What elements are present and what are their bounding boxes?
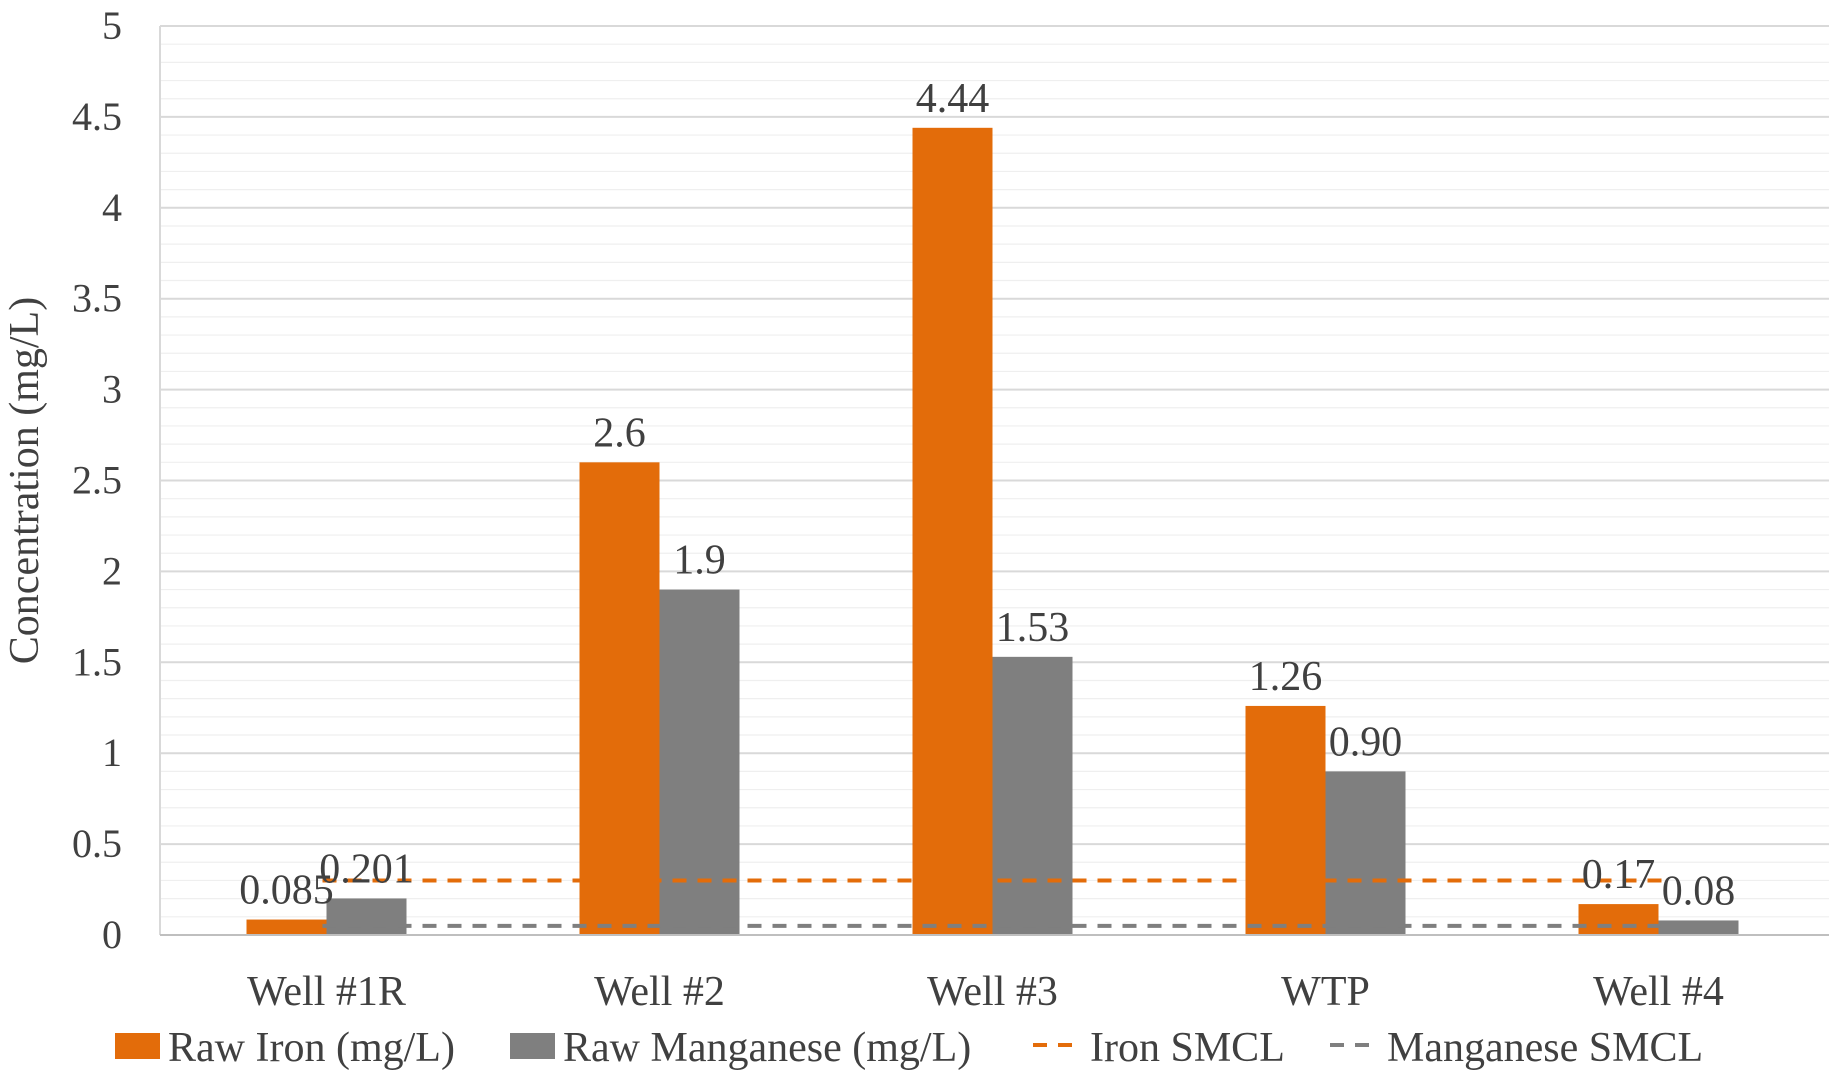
x-category-label: Well #1R: [247, 969, 406, 1015]
data-label: 0.90: [1329, 719, 1403, 765]
bar-raw-manganese-2: [992, 656, 1073, 935]
legend-swatch: [115, 1033, 160, 1059]
y-tick-label: 4: [102, 185, 122, 230]
x-category-label: Well #3: [927, 969, 1058, 1015]
data-label: 0.201: [319, 846, 414, 892]
bar-raw-iron-4: [1578, 904, 1659, 935]
legend: Raw Iron (mg/L) Raw Manganese (mg/L) Iron …: [115, 1025, 1703, 1071]
y-axis-ticks: 0 0.5 1 1.5 2 2.5 3 3.5 4 4.5 5: [72, 3, 122, 957]
bar-raw-iron-1: [579, 462, 660, 935]
data-label: 4.44: [916, 76, 990, 122]
y-tick-label: 3.5: [72, 276, 122, 321]
bar-raw-manganese-4: [1658, 920, 1739, 935]
legend-label: Iron SMCL: [1090, 1025, 1285, 1071]
y-tick-label: 2: [102, 548, 122, 593]
bar-raw-manganese-1: [659, 589, 740, 935]
y-tick-label: 2.5: [72, 458, 122, 503]
legend-label: Manganese SMCL: [1387, 1025, 1703, 1071]
y-axis-title: Concentration (mg/L): [2, 297, 48, 664]
legend-swatch: [510, 1033, 555, 1059]
x-category-label: WTP: [1281, 969, 1370, 1015]
legend-label: Raw Iron (mg/L): [168, 1025, 455, 1071]
x-axis-categories: Well #1R Well #2 Well #3 WTP Well #4: [247, 969, 1724, 1015]
y-tick-label: 1.5: [72, 639, 122, 684]
bar-raw-iron-0: [246, 919, 327, 935]
data-label: 0.085: [239, 868, 334, 914]
y-tick-label: 0: [102, 912, 122, 957]
y-tick-label: 5: [102, 3, 122, 48]
y-tick-label: 4.5: [72, 94, 122, 139]
x-category-label: Well #4: [1593, 969, 1724, 1015]
data-label: 1.26: [1249, 654, 1323, 700]
y-tick-label: 0.5: [72, 821, 122, 866]
bar-raw-manganese-0: [326, 898, 407, 935]
legend-label: Raw Manganese (mg/L): [563, 1025, 971, 1071]
y-tick-label: 1: [102, 730, 122, 775]
bar-raw-manganese-3: [1325, 771, 1406, 935]
x-category-label: Well #2: [594, 969, 725, 1015]
data-label: 2.6: [593, 410, 646, 456]
data-label: 1.9: [673, 538, 726, 584]
data-label: 0.17: [1582, 852, 1656, 898]
bars: [246, 127, 1739, 936]
data-label: 0.08: [1662, 868, 1736, 914]
bar-raw-iron-3: [1245, 705, 1326, 935]
data-label: 1.53: [996, 605, 1070, 651]
y-tick-label: 3: [102, 367, 122, 412]
bar-raw-iron-2: [912, 127, 993, 936]
